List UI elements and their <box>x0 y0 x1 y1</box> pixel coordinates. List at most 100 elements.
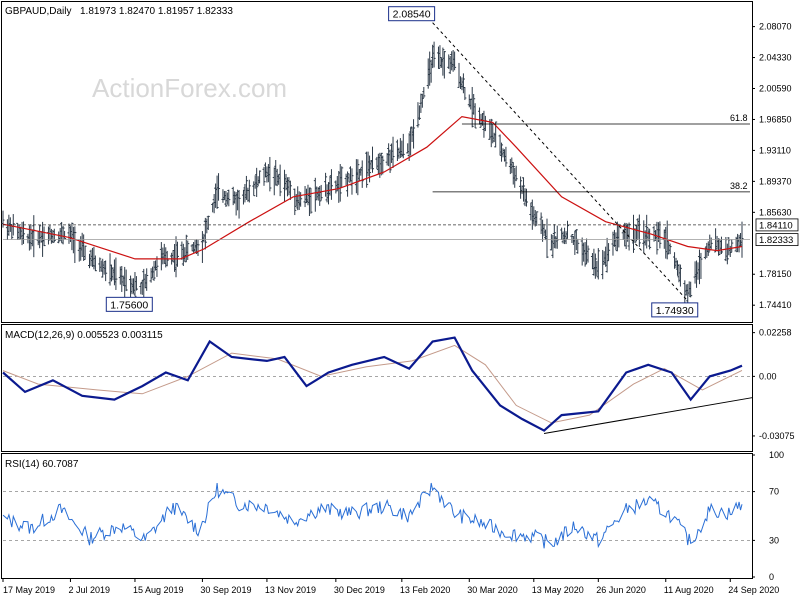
price-bar <box>545 218 549 259</box>
price-bar <box>51 230 55 244</box>
price-bar <box>196 239 200 256</box>
price-bar <box>631 214 635 253</box>
price-bar <box>203 217 207 250</box>
price-bar <box>504 146 508 167</box>
price-bar <box>38 224 42 249</box>
price-bar <box>511 161 515 185</box>
price-bar <box>206 215 210 230</box>
price-bar <box>313 177 317 212</box>
current-price-label: 1.82333 <box>759 235 793 246</box>
x-axis-tick-label: 13 Feb 2020 <box>400 585 451 595</box>
price-bar <box>356 159 360 196</box>
price-bar <box>522 177 526 202</box>
price-annotation-box <box>105 296 153 312</box>
price-bar <box>436 46 440 69</box>
rsi-layer <box>2 482 750 549</box>
price-bar <box>706 241 710 256</box>
price-axis-tick-label: 1.96850 <box>759 114 792 124</box>
price-bar <box>576 238 580 254</box>
price-bar <box>329 169 333 200</box>
x-axis-tick-label: 17 May 2019 <box>3 585 55 595</box>
macd-panel-frame <box>1 324 753 452</box>
price-bar <box>463 86 467 101</box>
price-bar <box>689 281 693 298</box>
price-axis-tick-label: 1.89370 <box>759 176 792 186</box>
price-bar <box>401 133 405 159</box>
ohlc-label: 1.81973 1.82470 1.81957 1.82333 <box>80 6 233 17</box>
price-bar <box>728 245 732 258</box>
price-bar <box>350 168 354 195</box>
price-bar <box>247 179 251 203</box>
price-bar <box>432 41 436 68</box>
price-axis-tick-label: 1.74410 <box>759 300 792 310</box>
price-bar <box>114 257 118 290</box>
price-bar <box>570 234 574 244</box>
price-bar <box>145 268 149 291</box>
price-bar <box>391 136 395 168</box>
axis-layer: 2.08070 2.04330 2.00590 1.96850 1.93110 1.893… <box>2 22 799 595</box>
price-bar <box>441 47 445 76</box>
price-bar <box>552 224 556 249</box>
price-bar <box>500 142 504 162</box>
price-bar <box>461 73 465 94</box>
rsi-title: RSI(14) 60.7087 <box>5 459 79 470</box>
price-bar <box>227 189 231 207</box>
price-bar <box>133 272 137 297</box>
price-bar <box>255 167 259 197</box>
x-axis-tick-label: 13 Nov 2019 <box>265 585 316 595</box>
macd-title: MACD(12,26,9) 0.005523 0.003115 <box>5 330 163 341</box>
rsi-panel-frame <box>1 453 753 579</box>
price-annotation-label: 1.74930 <box>656 305 694 317</box>
price-bar <box>416 102 420 128</box>
price-bar <box>360 160 364 188</box>
rsi-axis-tick-label: 0 <box>769 572 774 582</box>
price-bar <box>217 173 221 201</box>
rsi-line <box>2 482 743 549</box>
price-bar <box>152 261 156 281</box>
price-bar <box>42 226 46 247</box>
price-bar <box>124 269 128 292</box>
x-axis-tick-label: 11 Aug 2020 <box>664 585 714 595</box>
price-trendline <box>432 22 689 302</box>
price-bar <box>347 173 351 183</box>
price-bar <box>252 181 256 197</box>
price-annotation-label: 2.08540 <box>393 9 431 21</box>
rsi-axis-tick-label: 70 <box>769 487 779 497</box>
price-annotation-box <box>388 6 436 22</box>
moving-average-line <box>2 115 743 260</box>
price-bar <box>535 211 539 226</box>
price-bar <box>93 255 97 272</box>
price-bar <box>379 152 383 176</box>
macd-layer <box>2 336 753 435</box>
macd-line <box>2 336 743 432</box>
price-bar <box>299 192 303 207</box>
watermark-text: ActionForex.com <box>92 73 287 103</box>
price-bar <box>149 268 153 283</box>
x-axis-tick-label: 26 Jun 2020 <box>596 585 646 595</box>
price-bar <box>417 105 421 120</box>
price-bar <box>186 240 190 260</box>
price-axis-tick-label: 1.85630 <box>759 207 792 217</box>
x-axis-tick-label: 15 Aug 2019 <box>133 585 184 595</box>
price-bar <box>472 93 476 115</box>
price-bar <box>244 175 248 200</box>
price-bar <box>658 221 662 249</box>
price-bar <box>489 118 493 148</box>
x-axis-tick-label: 30 Dec 2019 <box>334 585 385 595</box>
price-bar <box>324 172 328 197</box>
price-layer: 61.8 38.2 2.08540 1.75600 1.74930 <box>1 6 750 318</box>
price-bar <box>338 164 342 202</box>
price-bar <box>381 155 385 175</box>
price-bar <box>422 87 426 98</box>
price-bar <box>293 188 297 216</box>
rsi-axis-tick-label: 30 <box>769 535 779 545</box>
price-bar <box>699 252 703 280</box>
macd-axis-tick-label: 0.02258 <box>759 328 792 338</box>
x-axis-tick-label: 13 May 2020 <box>532 585 584 595</box>
price-bar <box>725 243 729 265</box>
price-bar <box>519 176 523 199</box>
price-header: GBPAUD,Daily 1.81973 1.82470 1.81957 1.8… <box>5 6 233 17</box>
price-bar <box>288 180 292 200</box>
price-bar <box>645 214 649 249</box>
price-axis-tick-label: 2.08070 <box>759 22 792 32</box>
